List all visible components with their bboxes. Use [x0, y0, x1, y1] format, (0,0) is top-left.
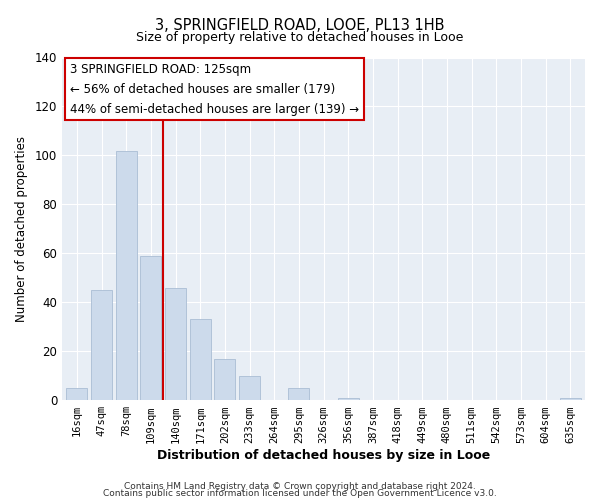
Text: Contains public sector information licensed under the Open Government Licence v3: Contains public sector information licen…	[103, 490, 497, 498]
Bar	[239, 376, 260, 400]
Text: 3, SPRINGFIELD ROAD, LOOE, PL13 1HB: 3, SPRINGFIELD ROAD, LOOE, PL13 1HB	[155, 18, 445, 32]
Bar	[190, 320, 211, 400]
Y-axis label: Number of detached properties: Number of detached properties	[15, 136, 28, 322]
Bar	[165, 288, 186, 400]
Bar	[560, 398, 581, 400]
X-axis label: Distribution of detached houses by size in Looe: Distribution of detached houses by size …	[157, 450, 490, 462]
Text: Contains HM Land Registry data © Crown copyright and database right 2024.: Contains HM Land Registry data © Crown c…	[124, 482, 476, 491]
Bar	[214, 358, 235, 400]
Bar	[91, 290, 112, 400]
Bar	[338, 398, 359, 400]
Bar	[67, 388, 88, 400]
Bar	[289, 388, 310, 400]
Bar	[140, 256, 161, 400]
Bar	[116, 150, 137, 400]
Text: Size of property relative to detached houses in Looe: Size of property relative to detached ho…	[136, 31, 464, 44]
Text: 3 SPRINGFIELD ROAD: 125sqm
← 56% of detached houses are smaller (179)
44% of sem: 3 SPRINGFIELD ROAD: 125sqm ← 56% of deta…	[70, 62, 359, 116]
